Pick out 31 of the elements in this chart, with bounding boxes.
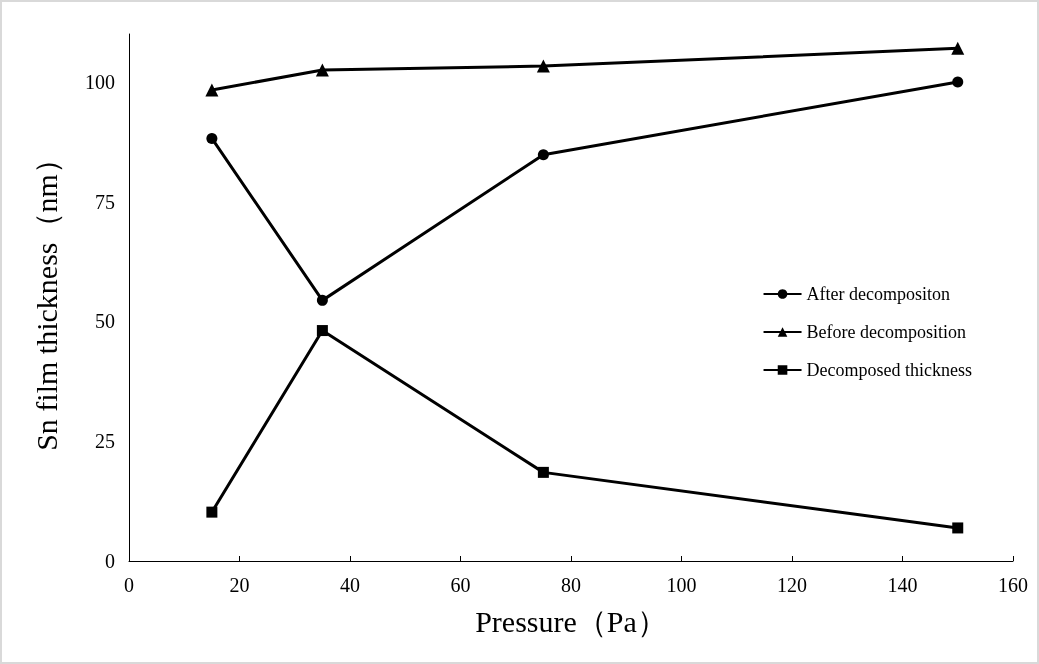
- y-tick-label: 100: [85, 70, 115, 93]
- x-tick-label: 60: [450, 574, 471, 596]
- x-tick-label: 0: [124, 574, 134, 596]
- point: [537, 466, 549, 478]
- x-tick-label: 120: [777, 574, 807, 596]
- y-tick-label: 0: [105, 550, 115, 572]
- x-tick-label: 80: [561, 574, 581, 596]
- point: [952, 522, 964, 534]
- legend-label: Before decomposition: [806, 322, 967, 342]
- point: [536, 59, 550, 73]
- point: [537, 149, 549, 161]
- legend-label: Decomposed thickness: [806, 360, 973, 380]
- legend-label: After decompositon: [806, 284, 951, 304]
- point: [316, 294, 328, 306]
- point: [951, 41, 965, 55]
- x-tick-label: 20: [229, 574, 250, 596]
- point: [952, 76, 964, 88]
- point: [205, 83, 219, 97]
- y-axis-title: Sn film thickness（nm）: [29, 144, 63, 451]
- point: [206, 506, 218, 518]
- y-tick-label: 75: [95, 190, 115, 213]
- x-tick-label: 40: [340, 574, 360, 596]
- point: [315, 63, 329, 77]
- x-tick-label: 100: [666, 574, 697, 596]
- y-tick-label: 25: [95, 430, 115, 453]
- x-axis-title: Pressure（Pa）: [475, 604, 667, 638]
- point: [316, 325, 328, 337]
- point: [206, 132, 218, 144]
- x-tick-label: 160: [998, 574, 1028, 596]
- y-tick-label: 50: [95, 310, 115, 333]
- x-tick-label: 140: [887, 574, 918, 596]
